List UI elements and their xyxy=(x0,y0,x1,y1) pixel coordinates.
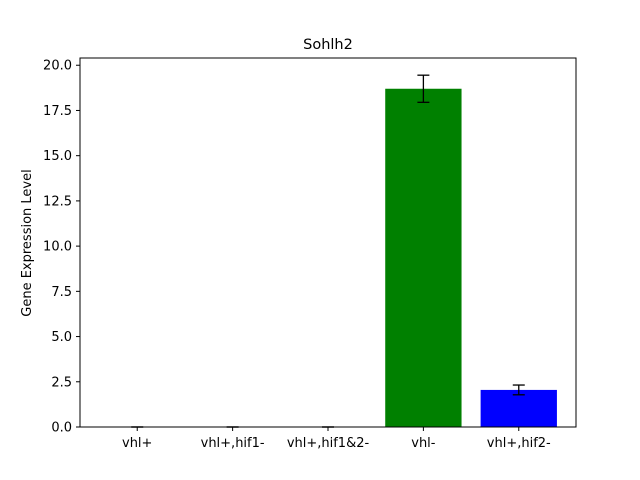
chart-title: Sohlh2 xyxy=(303,37,353,53)
y-tick-label: 15.0 xyxy=(43,149,72,164)
y-tick-label: 17.5 xyxy=(43,104,72,119)
y-tick-label: 10.0 xyxy=(43,240,72,255)
error-bars-group xyxy=(131,74,525,428)
y-tick-label: 7.5 xyxy=(51,285,72,300)
x-axis: vhl+ vhl+,hif1- vhl+,hif1&2- vhl-vhl+,hif2- xyxy=(122,427,551,451)
bars-group xyxy=(385,88,557,427)
x-tick-label: vhl- xyxy=(411,436,436,451)
x-tick-label: vhl+,hif1- xyxy=(201,436,265,451)
y-tick-label: 2.5 xyxy=(51,375,72,390)
x-tick-label: vhl+ xyxy=(122,436,152,451)
y-tick-label: 20.0 xyxy=(43,59,72,74)
bar xyxy=(385,88,462,427)
y-axis: 0.0 2.5 5.0 7.5 10.0 12.5 15.0 17.5 20.0 xyxy=(43,59,80,436)
y-tick-label: 0.0 xyxy=(51,421,72,436)
y-axis-label: Gene Expression Level xyxy=(20,169,35,316)
plot-frame xyxy=(79,57,577,428)
x-tick-label: vhl+,hif1&2- xyxy=(287,436,370,451)
x-tick-label: vhl+,hif2- xyxy=(487,436,551,451)
y-tick-label: 12.5 xyxy=(43,194,72,209)
y-tick-label: 5.0 xyxy=(51,330,72,345)
bar xyxy=(480,389,557,427)
